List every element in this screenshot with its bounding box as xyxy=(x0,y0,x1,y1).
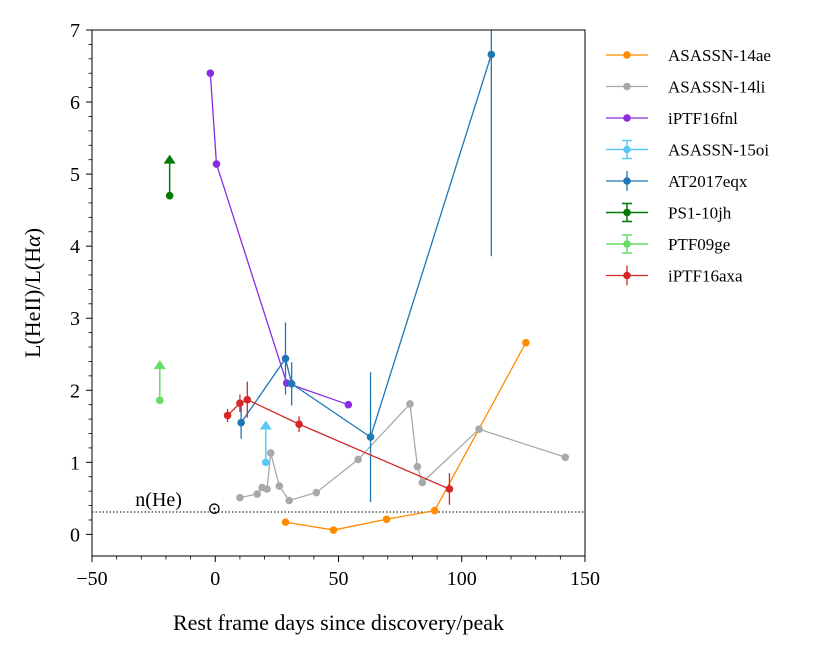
x-tick-label: 100 xyxy=(447,568,477,590)
series-line xyxy=(209,73,349,406)
data-point xyxy=(366,433,375,441)
limit-arrow-head xyxy=(163,154,176,164)
data-point xyxy=(253,490,261,498)
series-line xyxy=(285,342,527,531)
y-tick-label: 3 xyxy=(70,308,80,330)
series-asassn-14li xyxy=(236,400,570,505)
data-point xyxy=(561,453,570,462)
legend-entry-iptf16axa: iPTF16axa xyxy=(606,265,743,286)
data-point xyxy=(295,420,303,428)
legend-marker xyxy=(623,271,631,280)
legend-label: AT2017eqx xyxy=(668,172,748,191)
y-tick-label: 2 xyxy=(70,380,80,402)
data-point xyxy=(285,496,294,505)
series-iptf16fnl xyxy=(206,69,353,409)
plot-content xyxy=(92,30,585,534)
series-ptf09ge xyxy=(153,360,166,405)
series-ps1-10jh xyxy=(163,154,176,200)
legend-label: PTF09ge xyxy=(668,235,730,254)
legend-marker xyxy=(623,177,631,185)
legend-marker xyxy=(623,82,631,91)
legend-entry-at2017eqx: AT2017eqx xyxy=(606,171,748,191)
data-point xyxy=(344,400,353,409)
data-point xyxy=(281,518,290,526)
y-axis-title-greek: α xyxy=(20,235,45,247)
data-point xyxy=(418,478,427,487)
y-axis-title-close: ) xyxy=(20,228,45,235)
legend-label: ASASSN-14li xyxy=(668,78,766,97)
y-axis-title: L(HeII)/L(Hα) xyxy=(20,228,45,358)
data-point xyxy=(261,458,270,467)
legend-label: iPTF16fnl xyxy=(668,109,738,128)
axes-frame xyxy=(91,29,586,557)
data-point xyxy=(237,418,245,427)
x-tick-label: 50 xyxy=(329,568,349,590)
data-point xyxy=(354,455,363,464)
y-tick-label: 4 xyxy=(70,236,80,258)
data-point xyxy=(266,449,275,457)
data-point xyxy=(382,515,391,524)
data-point xyxy=(223,411,232,420)
legend-marker xyxy=(623,51,631,59)
x-tick-label: 0 xyxy=(210,568,220,590)
data-point xyxy=(287,379,296,388)
data-point xyxy=(329,526,338,534)
data-point xyxy=(243,395,252,404)
data-point xyxy=(445,485,454,493)
data-point xyxy=(263,485,271,493)
axes: −50 0 50 100 150 0 1 2 3 4 5 6 7 Rest frame days sinc… xyxy=(20,20,600,635)
y-tick-label: 1 xyxy=(70,452,80,474)
data-point xyxy=(275,482,284,490)
series-asassn-15oi xyxy=(259,420,272,467)
legend-entry-asassn-14ae: ASASSN-14ae xyxy=(606,46,771,65)
x-tick-label: 150 xyxy=(570,568,600,590)
x-tick-label: −50 xyxy=(76,568,107,590)
legend-label: iPTF16axa xyxy=(668,267,743,286)
legend-entry-asassn-15oi: ASASSN-15oi xyxy=(606,139,769,160)
data-point xyxy=(406,400,414,408)
legend: ASASSN-14ae ASASSN-14li iPTF16fnl ASASSN-15… xyxy=(606,46,771,286)
data-point xyxy=(413,462,422,471)
legend-marker xyxy=(623,240,631,248)
series-iptf16axa xyxy=(223,381,454,505)
data-point xyxy=(236,399,244,408)
data-point xyxy=(475,425,483,433)
legend-label: ASASSN-15oi xyxy=(668,141,769,160)
legend-marker xyxy=(623,208,631,217)
data-point xyxy=(430,506,439,515)
series-at2017eqx xyxy=(237,30,496,502)
legend-marker xyxy=(623,145,631,154)
series-line xyxy=(240,54,492,439)
legend-label: PS1-10jh xyxy=(668,204,732,223)
reference-line-label: n(He) xyxy=(135,489,182,511)
legend-marker xyxy=(623,114,631,122)
data-point xyxy=(281,354,290,363)
plot-area: n(He) ⊙ xyxy=(92,30,585,534)
data-point xyxy=(212,160,221,168)
y-axis-title-main: L(HeII)/L(H xyxy=(20,247,45,358)
x-axis-title: Rest frame days since discovery/peak xyxy=(173,610,504,635)
series-line xyxy=(239,402,566,502)
legend-label: ASASSN-14ae xyxy=(668,46,771,65)
data-point xyxy=(236,493,244,502)
reference-line-symbol: ⊙ xyxy=(207,499,221,518)
y-tick-label: 0 xyxy=(70,524,80,546)
y-tick-label: 6 xyxy=(70,92,80,114)
legend-entry-iptf16fnl: iPTF16fnl xyxy=(606,109,738,128)
data-point xyxy=(155,396,164,405)
data-point xyxy=(487,50,496,59)
data-point xyxy=(312,488,321,497)
data-point xyxy=(165,191,174,200)
legend-entry-ps1-10jh: PS1-10jh xyxy=(606,202,732,223)
y-tick-label: 7 xyxy=(70,20,80,42)
legend-entry-asassn-14li: ASASSN-14li xyxy=(606,78,766,97)
data-point xyxy=(206,69,215,78)
limit-arrow-head xyxy=(153,360,166,370)
legend-entry-ptf09ge: PTF09ge xyxy=(606,234,730,254)
series-asassn-14ae xyxy=(281,338,530,534)
limit-arrow-head xyxy=(259,420,272,430)
y-tick-label: 5 xyxy=(70,164,80,186)
data-point xyxy=(522,338,530,347)
